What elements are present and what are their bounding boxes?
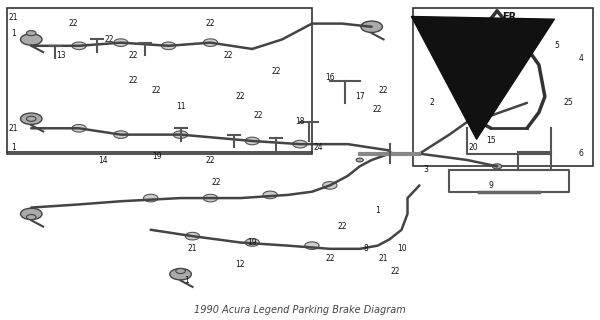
Circle shape — [176, 268, 185, 274]
Text: 1: 1 — [375, 206, 380, 215]
Text: 2: 2 — [429, 99, 434, 108]
Circle shape — [293, 140, 307, 148]
Text: 24: 24 — [313, 143, 323, 152]
Text: 18: 18 — [295, 117, 305, 126]
Text: 21: 21 — [188, 244, 197, 253]
Text: 1: 1 — [184, 276, 189, 285]
Circle shape — [26, 116, 36, 121]
Circle shape — [26, 31, 36, 36]
Text: 3: 3 — [423, 165, 428, 174]
Text: FR.: FR. — [502, 12, 520, 22]
Text: 14: 14 — [98, 156, 108, 164]
Circle shape — [356, 158, 364, 162]
Circle shape — [170, 268, 191, 280]
Text: 8: 8 — [364, 244, 368, 253]
Circle shape — [20, 208, 42, 220]
Text: 22: 22 — [373, 105, 382, 114]
Circle shape — [113, 131, 128, 139]
Text: 10: 10 — [397, 244, 406, 253]
Circle shape — [20, 113, 42, 124]
Text: 1: 1 — [11, 28, 16, 38]
Circle shape — [386, 152, 393, 156]
Text: 11: 11 — [176, 101, 185, 111]
Text: 1: 1 — [11, 143, 16, 152]
Text: 22: 22 — [224, 51, 233, 60]
Circle shape — [143, 194, 158, 202]
Text: 22: 22 — [325, 254, 335, 263]
Circle shape — [203, 39, 218, 46]
Text: 19: 19 — [152, 152, 161, 161]
Text: 22: 22 — [68, 19, 78, 28]
Text: 19: 19 — [247, 238, 257, 247]
Text: 22: 22 — [379, 86, 388, 95]
Text: 20: 20 — [469, 143, 478, 152]
Text: 22: 22 — [271, 67, 281, 76]
Circle shape — [161, 42, 176, 50]
Text: 25: 25 — [564, 99, 574, 108]
Circle shape — [113, 39, 128, 46]
Text: 22: 22 — [337, 222, 347, 231]
Text: 22: 22 — [391, 267, 400, 276]
Text: 21: 21 — [8, 13, 18, 22]
Text: 21: 21 — [379, 254, 388, 263]
Circle shape — [72, 42, 86, 50]
Text: 22: 22 — [152, 86, 161, 95]
Circle shape — [493, 164, 502, 169]
Text: 12: 12 — [236, 260, 245, 269]
Circle shape — [245, 137, 259, 145]
Circle shape — [323, 181, 337, 189]
Bar — [518, 152, 551, 170]
Circle shape — [361, 21, 382, 32]
Bar — [7, 8, 312, 154]
Circle shape — [203, 194, 218, 202]
Text: 1990 Acura Legend Parking Brake Diagram: 1990 Acura Legend Parking Brake Diagram — [194, 305, 406, 316]
Text: 13: 13 — [56, 51, 66, 60]
Circle shape — [72, 124, 86, 132]
Text: 22: 22 — [253, 111, 263, 120]
Circle shape — [305, 242, 319, 250]
Text: 5: 5 — [554, 41, 559, 50]
Bar — [413, 8, 593, 166]
Text: 23: 23 — [469, 32, 478, 41]
Circle shape — [173, 131, 188, 139]
Text: 22: 22 — [104, 35, 113, 44]
Circle shape — [245, 239, 259, 246]
Text: 16: 16 — [325, 73, 335, 82]
Text: 15: 15 — [486, 136, 496, 146]
Circle shape — [185, 232, 200, 240]
Text: 22: 22 — [236, 92, 245, 101]
Text: 22: 22 — [206, 19, 215, 28]
Circle shape — [26, 215, 36, 220]
Circle shape — [263, 191, 277, 199]
Circle shape — [20, 34, 42, 45]
Text: 6: 6 — [578, 149, 583, 158]
Text: 21: 21 — [8, 124, 18, 133]
Text: 17: 17 — [355, 92, 365, 101]
Text: 22: 22 — [128, 76, 137, 85]
Text: 7: 7 — [453, 86, 458, 95]
Text: 4: 4 — [578, 54, 583, 63]
Text: 22: 22 — [128, 51, 137, 60]
Text: 22: 22 — [212, 178, 221, 187]
Text: 9: 9 — [488, 181, 494, 190]
Text: 22: 22 — [206, 156, 215, 164]
